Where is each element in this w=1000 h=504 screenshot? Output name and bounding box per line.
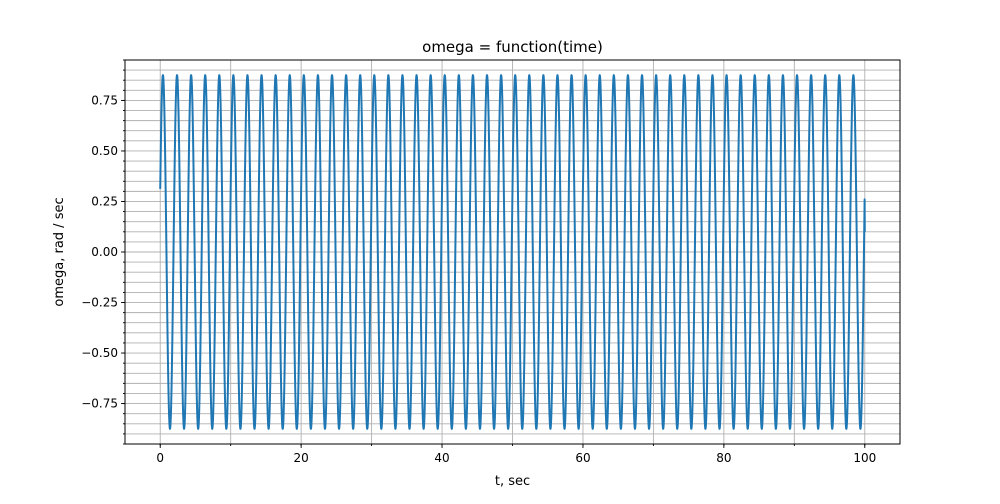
omega-line xyxy=(159,74,866,430)
x-axis-label: t, sec xyxy=(495,474,530,489)
y-tick-label: −0.25 xyxy=(81,296,118,310)
y-tick-label: −0.50 xyxy=(81,346,118,360)
x-tick-label: 0 xyxy=(156,451,164,465)
ticks: 0 20 40 60 80 100 −0.75 −0.50 −0.25 0.00 0.25 0.50 0… xyxy=(81,59,876,465)
y-tick-label: 0.25 xyxy=(91,194,118,208)
chart-title: omega = function(time) xyxy=(422,38,603,56)
x-tick-label: 40 xyxy=(434,451,449,465)
series-layer xyxy=(159,74,866,430)
x-tick-label: 60 xyxy=(575,451,590,465)
y-tick-label: 0.00 xyxy=(91,245,118,259)
x-tick-label: 100 xyxy=(853,451,876,465)
y-tick-label: 0.75 xyxy=(91,93,118,107)
y-tick-label: 0.50 xyxy=(91,144,118,158)
y-tick-label: −0.75 xyxy=(81,397,118,411)
y-axis-label: omega, rad / sec xyxy=(52,197,67,306)
x-tick-label: 20 xyxy=(293,451,308,465)
x-tick-label: 80 xyxy=(716,451,731,465)
